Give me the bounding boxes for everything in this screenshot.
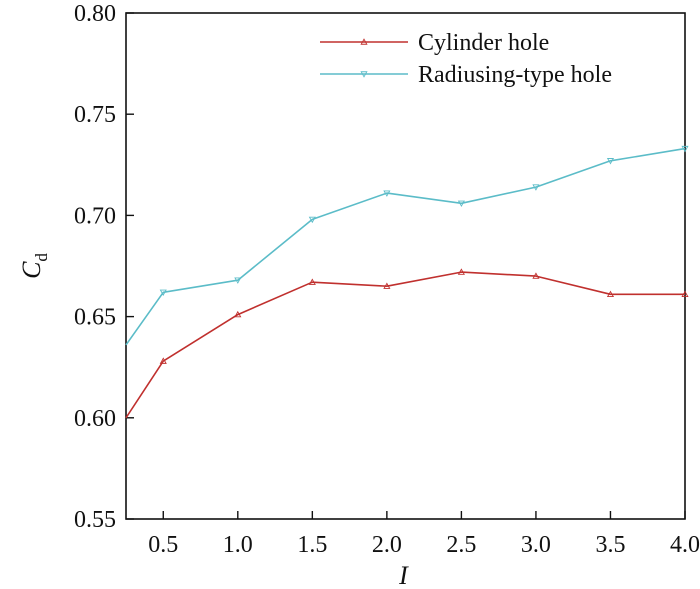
data-point-marker: [532, 184, 540, 191]
series-line: [125, 147, 686, 346]
legend-label: Cylinder hole: [418, 30, 549, 56]
series-line: [125, 271, 685, 419]
x-tick-label: 1.0: [223, 532, 253, 558]
series-layer: [125, 145, 689, 419]
y-tick-label: 0.55: [74, 507, 116, 533]
data-point-marker: [606, 158, 615, 165]
data-point-marker: [606, 290, 615, 298]
x-axis-label: I: [398, 561, 409, 589]
series-1: [125, 268, 689, 419]
data-point-marker: [159, 357, 167, 364]
data-point-marker: [234, 310, 242, 318]
data-point-marker: [360, 38, 368, 45]
series-2: [125, 145, 689, 346]
data-point-marker: [308, 278, 316, 285]
data-point-marker: [681, 145, 689, 153]
legend-item: Radiusing-type hole: [320, 62, 612, 88]
y-tick-label: 0.70: [74, 203, 116, 229]
x-tick-label: 2.5: [446, 532, 476, 558]
x-tick-label: 0.5: [148, 532, 178, 558]
data-point-marker: [383, 282, 391, 289]
legend: Cylinder hole Radiusing-type hole: [320, 30, 612, 88]
x-tick-label: 1.5: [297, 532, 327, 558]
data-point-marker: [383, 190, 391, 197]
data-point-marker: [360, 71, 368, 78]
legend-item: Cylinder hole: [320, 30, 549, 56]
plot-frame: [125, 12, 686, 520]
x-tick-label: 3.5: [595, 532, 625, 558]
y-tick-label: 0.75: [74, 102, 116, 128]
x-tick-label: 4.0: [670, 532, 700, 558]
data-point-marker: [457, 200, 465, 207]
axes: 0.55 0.60 0.65 0.70 0.75 0.80 0.5 1.0 1.5 2.0 2.5 3…: [17, 1, 700, 589]
x-tick-label: 3.0: [521, 532, 551, 558]
data-point-marker: [457, 268, 465, 275]
legend-label: Radiusing-type hole: [418, 62, 612, 88]
y-tick-label: 0.60: [74, 406, 116, 432]
data-point-marker: [532, 272, 540, 279]
data-point-marker: [681, 290, 689, 298]
y-tick-label: 0.65: [74, 305, 116, 331]
data-point-marker: [234, 277, 242, 284]
data-point-marker: [308, 216, 316, 224]
x-tick-label: 2.0: [372, 532, 402, 558]
y-axis-label: Cd: [17, 253, 51, 279]
data-point-marker: [159, 289, 167, 297]
y-tick-label: 0.80: [74, 1, 116, 27]
